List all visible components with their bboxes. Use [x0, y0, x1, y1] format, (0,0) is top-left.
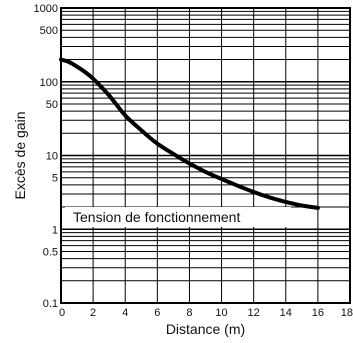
y-tick-label: 0.1 — [43, 298, 58, 310]
y-tick-label: 1000 — [34, 3, 58, 15]
y-tick-label: 5 — [52, 173, 58, 185]
y-tick-label: 1 — [52, 224, 58, 236]
annotation-layer: Tension de fonctionnement — [65, 207, 291, 227]
plot-frame — [60, 7, 351, 304]
x-tick-label: 0 — [59, 307, 65, 319]
gain-curve — [59, 57, 320, 210]
grid — [60, 8, 351, 304]
x-axis-label: Distance (m) — [166, 321, 245, 337]
y-tick-label: 0.5 — [43, 246, 58, 258]
tick-labels: 0 2 4 6 8 10 12 14 16 18 1000 500 100 50 10 5 1 0.5 0.1 — [34, 3, 353, 319]
annotation-background — [65, 207, 291, 227]
y-tick-label: 100 — [40, 77, 58, 89]
x-tick-label: 2 — [90, 307, 96, 319]
x-tick-label: 16 — [312, 307, 324, 319]
x-tick-label: 4 — [122, 307, 128, 319]
x-tick-label: 12 — [248, 307, 260, 319]
x-tick-label: 8 — [186, 307, 192, 319]
x-tick-label: 6 — [154, 307, 160, 319]
y-axis-label: Excès de gain — [12, 112, 28, 200]
y-tick-label: 10 — [46, 151, 58, 163]
y-tick-label: 50 — [46, 99, 58, 111]
x-tick-label: 18 — [341, 307, 353, 319]
series-layer — [59, 57, 320, 210]
x-tick-label: 10 — [215, 307, 227, 319]
y-tick-label: 500 — [40, 25, 58, 37]
annotation-label: Tension de fonctionnement — [73, 209, 240, 225]
x-tick-label: 14 — [280, 307, 292, 319]
